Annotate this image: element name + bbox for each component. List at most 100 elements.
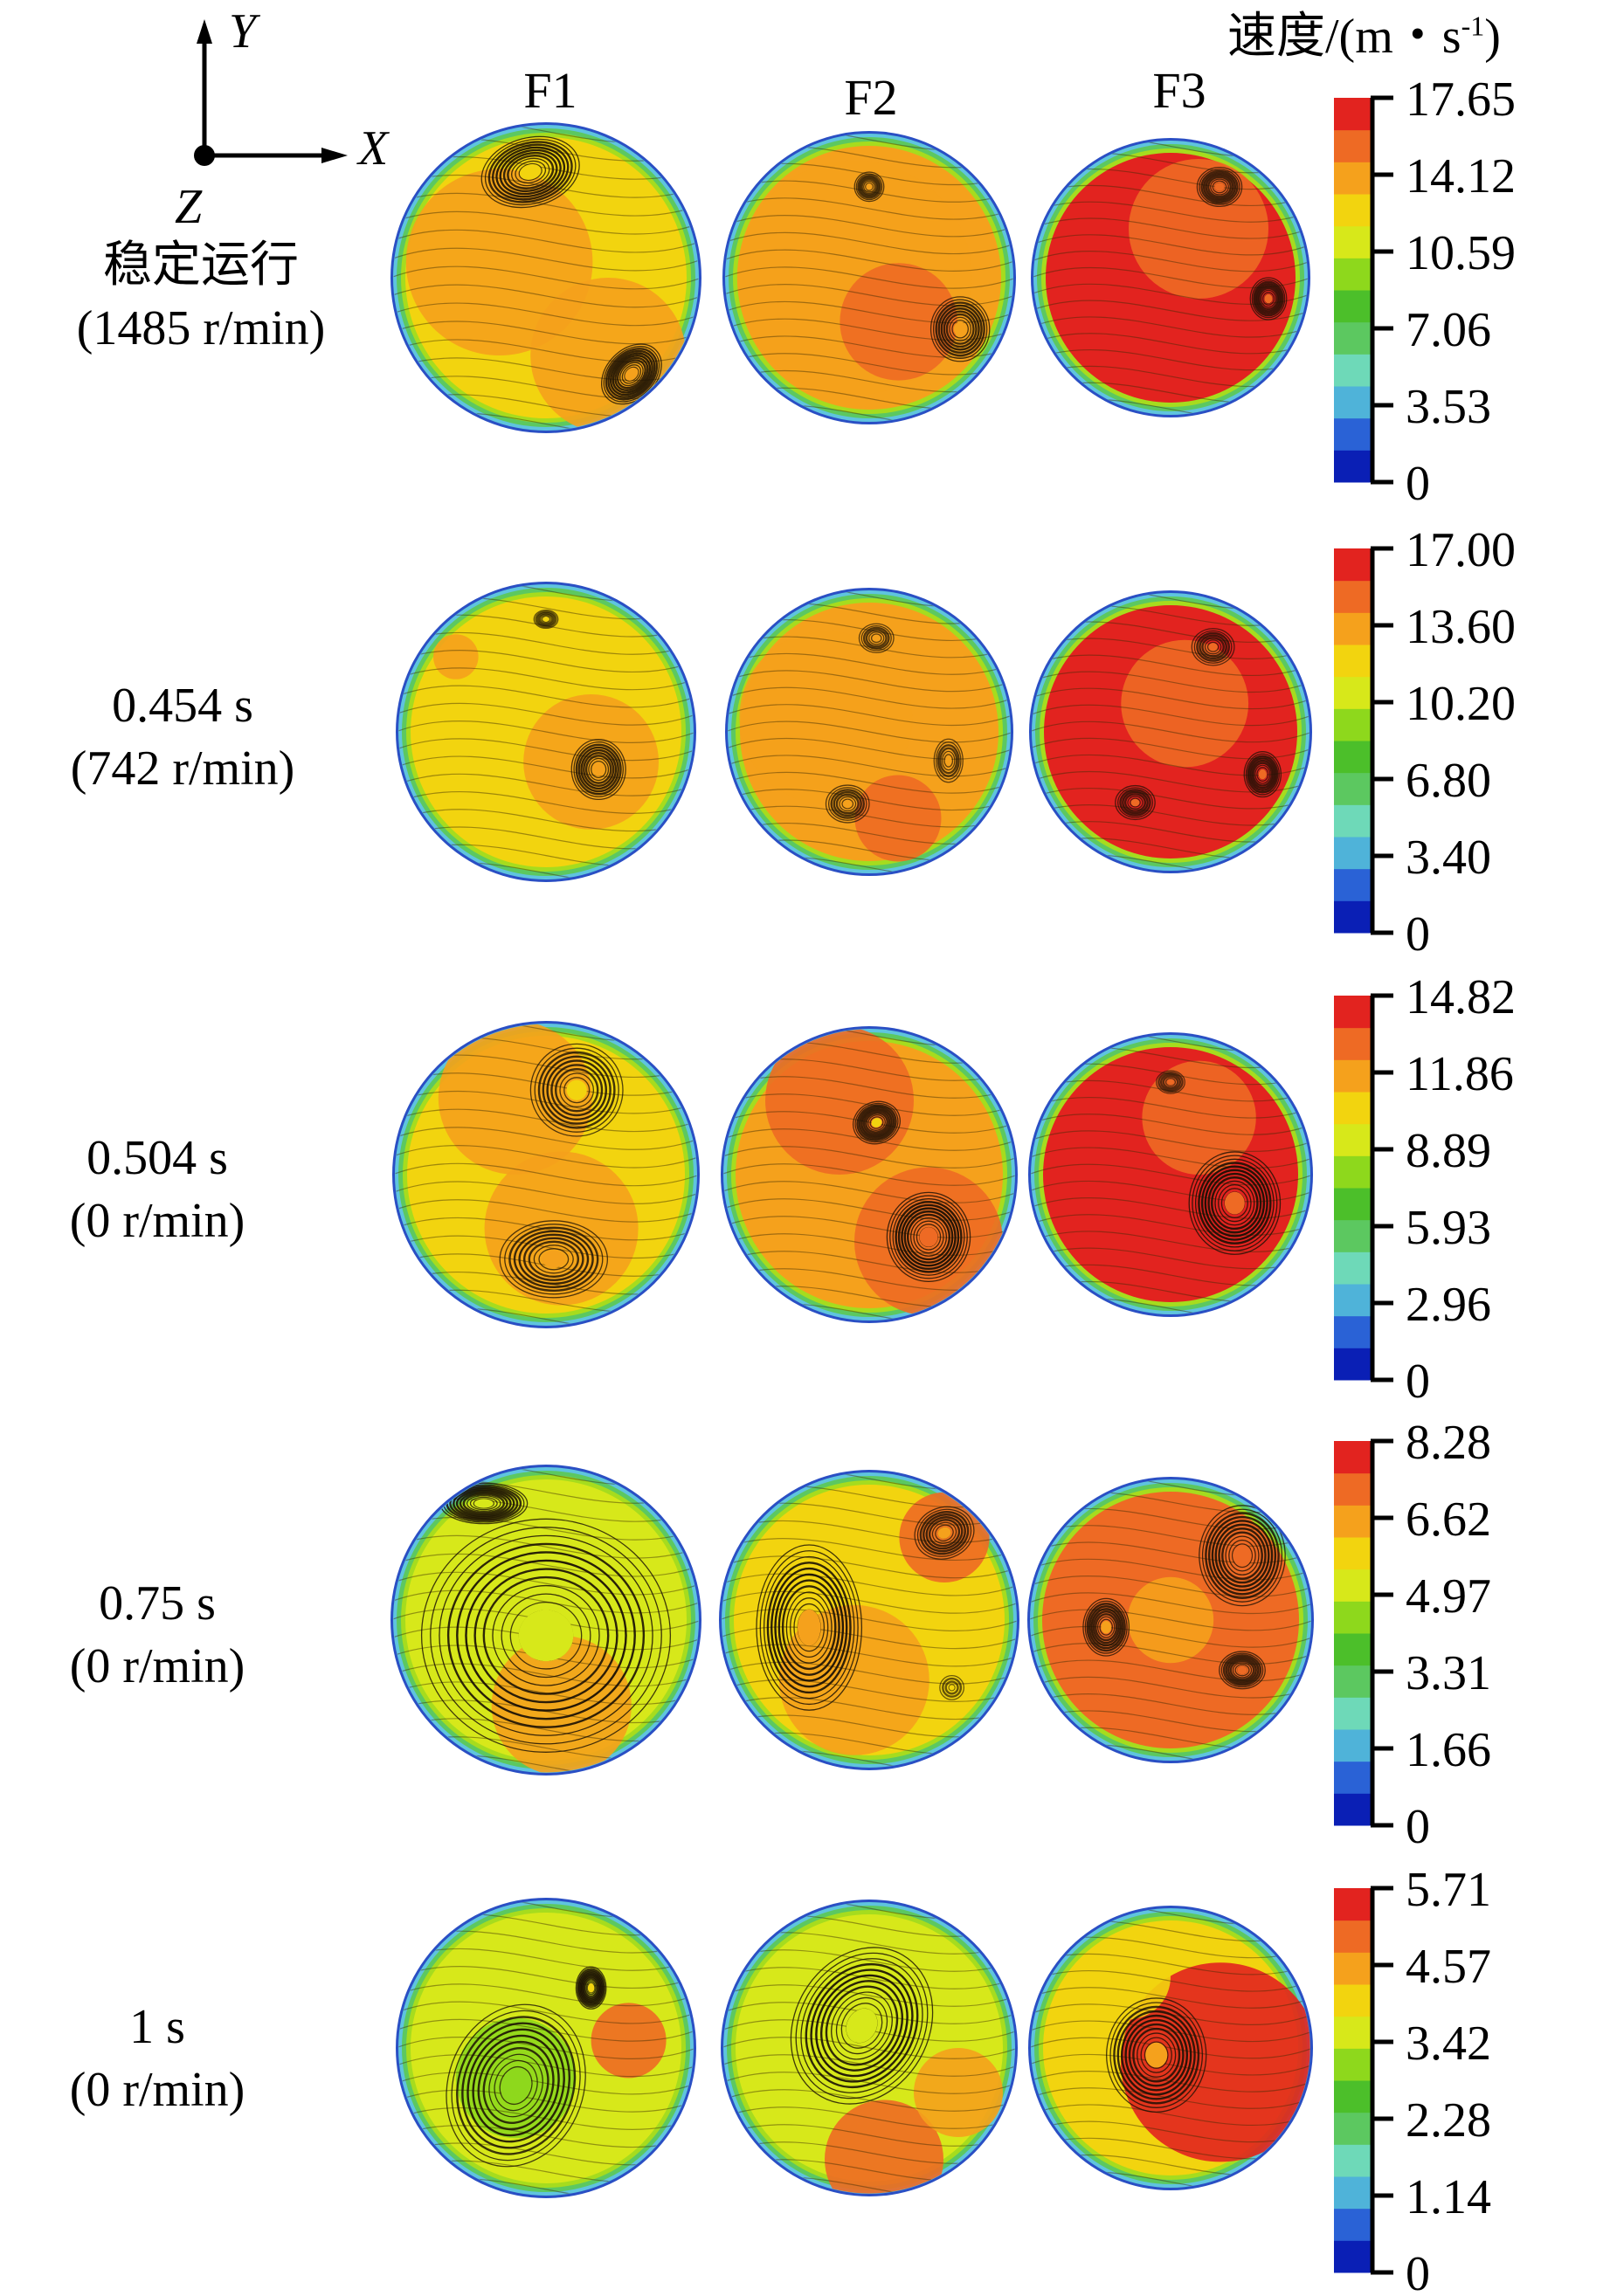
flow-panel-f3-row-2 [1028,1032,1313,1317]
colorbar-segment [1334,258,1371,291]
vortex-streamline [614,356,649,391]
streamline [393,229,699,253]
vortex-streamline [859,176,880,197]
vortex-streamline [482,2046,549,2125]
vortex-streamline [459,1491,508,1516]
vortex-streamline [949,316,972,341]
streamline [398,2089,694,2113]
vortex-streamline [948,1684,956,1692]
vortex-streamline [867,1114,886,1131]
streamline [1030,1625,1311,1648]
vortex-streamline [856,1104,897,1141]
panel-field [1033,141,1308,415]
panel-field [1031,1908,1310,2188]
row-label-1: 0.454 s (742 r/min) [0,674,366,800]
streamline [1031,1130,1310,1152]
vortex-streamline [819,1980,904,2072]
streamline [728,686,1011,709]
colorbar-segment [1334,2080,1371,2113]
streamline [722,1555,1017,1579]
streamline [393,1534,699,1559]
streamline [1031,2053,1310,2076]
colorbar-segment [1334,612,1371,645]
vortex-streamline [770,1567,848,1688]
vortex-streamline [456,1551,636,1720]
vortex [1243,751,1282,798]
vortex [858,623,895,653]
colorbar-tick-label: 1.14 [1406,2170,1491,2224]
vortex [1115,784,1156,821]
streamline [393,1553,699,1577]
vortex-streamline [449,1486,519,1520]
vortex-streamline [939,747,958,775]
vortex [914,1506,975,1560]
streamline [395,1235,697,1259]
vortex-streamline [1232,1662,1253,1679]
vortex-streamline [1251,279,1286,319]
vortex-streamline [913,1220,944,1254]
streamline [1033,251,1308,272]
colorbar-segment [1334,1092,1371,1125]
streamline [393,1516,699,1541]
streamline [1031,1214,1310,1236]
vortex-streamline [1130,797,1141,808]
vortex-streamline [1211,1520,1274,1592]
vortex-core [1237,1665,1247,1675]
vortex-streamline [1123,793,1147,812]
vortex-streamline [1191,628,1235,666]
streamline [1031,1114,1310,1135]
vortex-streamline [1122,790,1149,815]
vortex-streamline [1254,764,1271,784]
vortex-streamline [446,1542,646,1728]
vortex-streamline [616,359,646,390]
vortex [1191,628,1235,666]
colorbar-tick-label: 3.42 [1406,2017,1491,2071]
vortex-streamline [931,1521,957,1544]
vortex-streamline [584,755,612,784]
vortex [939,1674,965,1700]
vortex-streamline [482,1575,610,1695]
vortex-streamline [935,741,962,780]
vortex-streamline [939,1674,965,1700]
vortex-streamline [1207,1515,1277,1596]
vortex-streamline [865,1112,888,1134]
colorbar-segment [1334,2112,1371,2145]
vortex-streamline [1199,169,1240,205]
vortex-streamline [536,611,556,627]
vortex-streamline [1250,759,1275,789]
streamline [723,2106,1015,2129]
contour-region [591,2003,667,2079]
vortex-streamline [858,1106,895,1140]
streamline [395,1162,697,1187]
vortex-streamline [619,362,644,387]
vortex-streamline [542,1055,612,1125]
vortex-streamline [1218,1183,1252,1223]
colorbar-segment [1334,2048,1371,2081]
vortex-core [1167,1079,1174,1086]
vortex-streamline [573,741,624,797]
colorbar-segment [1334,1697,1371,1730]
colorbar-tick-label: 0 [1406,2247,1430,2296]
vortex-core [542,1251,566,1268]
vortex-streamline [831,1991,893,2060]
vortex-streamline [942,1677,963,1698]
vortex-streamline [1088,1605,1124,1650]
vortex [1249,277,1288,321]
vortex-core [1258,769,1267,780]
colorbar-segment [1334,1472,1371,1506]
vortex-streamline [943,310,978,348]
vortex-streamline [825,784,870,824]
vortex-core [1101,1620,1111,1634]
colorbar-tick-label: 17.65 [1406,72,1516,127]
streamline [1030,1676,1311,1699]
vortex-streamline [462,1493,506,1514]
streamline [723,1198,1015,1221]
colorbar-segment [1334,1505,1371,1538]
vortex-core [473,1499,494,1508]
vortex-streamline [1249,277,1288,321]
vortex-streamline [1156,1070,1185,1094]
vortex-streamline [777,1579,840,1676]
colorbar-segment [1334,1569,1371,1602]
vortex-streamline [1207,1172,1262,1234]
colorbar-tick-label: 10.59 [1406,226,1516,280]
